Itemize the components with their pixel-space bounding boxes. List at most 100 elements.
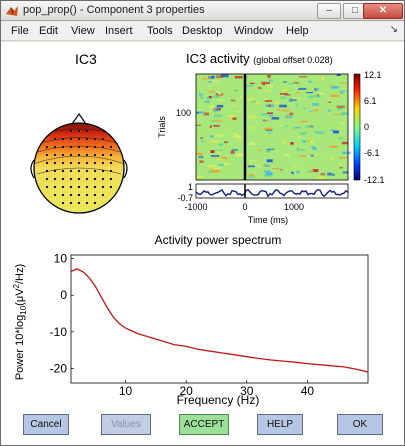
dock-arrow-icon[interactable]: ↘ (389, 24, 398, 35)
electrode-dot (61, 145, 65, 149)
electrode-dot (93, 153, 97, 157)
erp-noise-patch (308, 80, 313, 83)
erp-noise-patch (267, 84, 273, 88)
erp-noise-patch (211, 169, 220, 173)
erp-noise-patch (264, 100, 273, 102)
erp-noise-patch (328, 101, 331, 103)
erp-noise-patch (215, 92, 224, 96)
erp-noise-patch (247, 165, 255, 168)
erp-noise-patch (283, 153, 291, 157)
topomap-title: IC3 (75, 51, 97, 67)
erp-noise-patch (209, 120, 215, 122)
electrode-dot (61, 161, 65, 165)
menu-file[interactable]: File (11, 25, 29, 37)
menu-insert[interactable]: Insert (105, 25, 133, 37)
erp-noise-patch (277, 108, 281, 111)
erp-noise-patch (254, 102, 261, 104)
menu-desktop[interactable]: Desktop (182, 25, 223, 37)
erp-noise-patch (321, 77, 324, 81)
erp-noise-patch (305, 125, 314, 128)
menu-help[interactable]: Help (286, 25, 309, 37)
erp-noise-patch (330, 129, 335, 132)
electrode-dot (53, 153, 57, 157)
electrode-dot (109, 161, 113, 165)
erp-noise-patch (211, 164, 215, 167)
erp-noise-patch (289, 98, 297, 102)
electrode-dot (77, 145, 81, 149)
menu-edit[interactable]: Edit (39, 25, 58, 37)
electrode-dot (101, 185, 105, 189)
erp-noise-patch (264, 170, 271, 172)
accept-button[interactable]: ACCEPT (179, 414, 229, 435)
erp-noise-patch (261, 81, 270, 84)
erp-noise-patch (310, 140, 314, 143)
erp-noise-patch (221, 156, 228, 160)
erp-noise-patch (279, 93, 288, 95)
erp-noise-patch (209, 105, 215, 109)
electrode-dot (93, 185, 97, 189)
menu-bar: File Edit View Insert Tools Desktop Wind… (1, 22, 404, 41)
electrode-dot (77, 193, 81, 197)
erp-noise-patch (231, 149, 238, 151)
menu-view[interactable]: View (71, 25, 95, 37)
erp-noise-patch (203, 112, 209, 116)
erp-noise-patch (293, 164, 298, 168)
electrode-dot (53, 185, 57, 189)
ylabel-main: Power 10*log (14, 315, 26, 380)
erp-noise-patch (227, 114, 235, 118)
electrode-dot (69, 145, 73, 149)
window-title: pop_prop() - Component 3 properties (23, 4, 205, 16)
erp-noise-patch (281, 109, 290, 112)
erp-noise-patch (198, 109, 202, 112)
right-ear (123, 159, 128, 179)
electrode-dot (101, 153, 105, 157)
erp-noise-patch (204, 100, 210, 103)
erp-noise-patch (213, 167, 221, 170)
erp-noise-patch (236, 153, 244, 157)
erp-noise-patch (311, 146, 315, 149)
electrode-dot (69, 129, 73, 133)
erp-noise-patch (218, 143, 224, 146)
erp-noise-patch (264, 127, 273, 131)
electrode-dot (101, 177, 105, 181)
electrode-dot (53, 161, 57, 165)
erp-noise-patch (306, 140, 313, 142)
electrode-dot (85, 153, 89, 157)
electrode-dot (77, 153, 81, 157)
minimize-button[interactable]: – (317, 3, 341, 19)
erp-noise-patch (217, 99, 223, 101)
electrode-dot (69, 177, 73, 181)
electrode-dot (93, 177, 97, 181)
cancel-button[interactable]: Cancel (23, 414, 69, 435)
erp-noise-patch (302, 140, 306, 143)
electrode-dot (69, 185, 73, 189)
erp-noise-patch (230, 104, 238, 107)
erp-noise-patch (263, 97, 268, 100)
menu-window[interactable]: Window (234, 25, 274, 37)
erp-noise-patch (339, 90, 346, 92)
erp-noise-patch (247, 98, 255, 101)
electrode-dot (45, 177, 49, 181)
electrode-dot (53, 145, 57, 149)
erp-noise-patch (264, 90, 270, 93)
erp-noise-patch (309, 110, 314, 112)
spectrum-ticks: 10 20 30 40 10 0 -10 -20 (50, 252, 315, 398)
erp-noise-patch (308, 95, 313, 99)
ok-button[interactable]: OK (337, 414, 383, 435)
erp-noise-patch (224, 141, 228, 143)
values-button[interactable]: Values (101, 414, 151, 435)
y-tick-label: 0 (60, 288, 67, 302)
electrode-dot (85, 185, 89, 189)
erp-noise-patch (341, 141, 349, 145)
close-button[interactable]: ✕ (363, 3, 403, 19)
erp-noise-patch (212, 120, 215, 122)
erp-trace-line (195, 188, 349, 198)
menu-tools[interactable]: Tools (147, 25, 173, 37)
time-axis-label: Time (ms) (248, 215, 288, 225)
erp-noise-patch (210, 135, 215, 138)
erp-noise-patch (201, 140, 205, 143)
erp-noise-patch (215, 158, 223, 161)
help-button[interactable]: HELP (257, 414, 303, 435)
electrode-dot (61, 177, 65, 181)
left-ear (30, 159, 35, 179)
